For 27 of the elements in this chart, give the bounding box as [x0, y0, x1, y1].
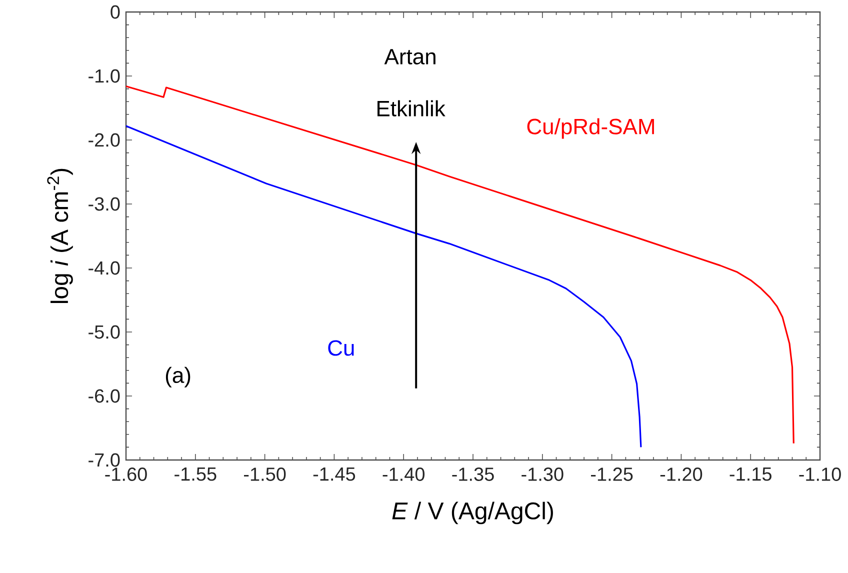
- x-tick-label: -1.25: [590, 468, 633, 481]
- x-tick-label: -1.60: [105, 468, 147, 481]
- x-axis-title: E / V (Ag/AgCl): [392, 502, 553, 524]
- y-tick-label: -1.0: [88, 69, 120, 83]
- x-tick-label: -1.50: [244, 468, 286, 481]
- x-tick-label: -1.20: [660, 468, 702, 481]
- annotation: (a): [166, 366, 190, 388]
- x-tick-label: -1.45: [313, 468, 356, 481]
- x-tick-label: -1.35: [452, 468, 494, 481]
- annotation: Artan: [384, 49, 436, 64]
- text: Cu/pRd-SAM: [527, 118, 654, 139]
- y-tick-label: -2.0: [88, 133, 120, 147]
- y-tick-label: -3.0: [88, 197, 120, 211]
- y-tick-label: 0: [110, 5, 120, 19]
- x-tick-label: -1.40: [382, 468, 425, 481]
- x-tick-label: -1.10: [799, 468, 841, 481]
- y-tick-label: -7.0: [88, 453, 120, 467]
- x-tick-label: -1.15: [730, 468, 772, 481]
- y-tick-label: -4.0: [88, 261, 120, 275]
- text: Cu: [328, 340, 354, 356]
- line-series: [125, 85, 794, 444]
- x-tick-label: -1.30: [522, 468, 564, 481]
- y-tick-label: -6.0: [88, 389, 120, 403]
- y-tick-label: -5.0: [88, 325, 120, 339]
- annotation: Etkinlik: [378, 100, 446, 116]
- x-tick-label: -1.55: [174, 468, 216, 481]
- y-axis-title: log i (A cm$^{-2}$): [47, 168, 73, 304]
